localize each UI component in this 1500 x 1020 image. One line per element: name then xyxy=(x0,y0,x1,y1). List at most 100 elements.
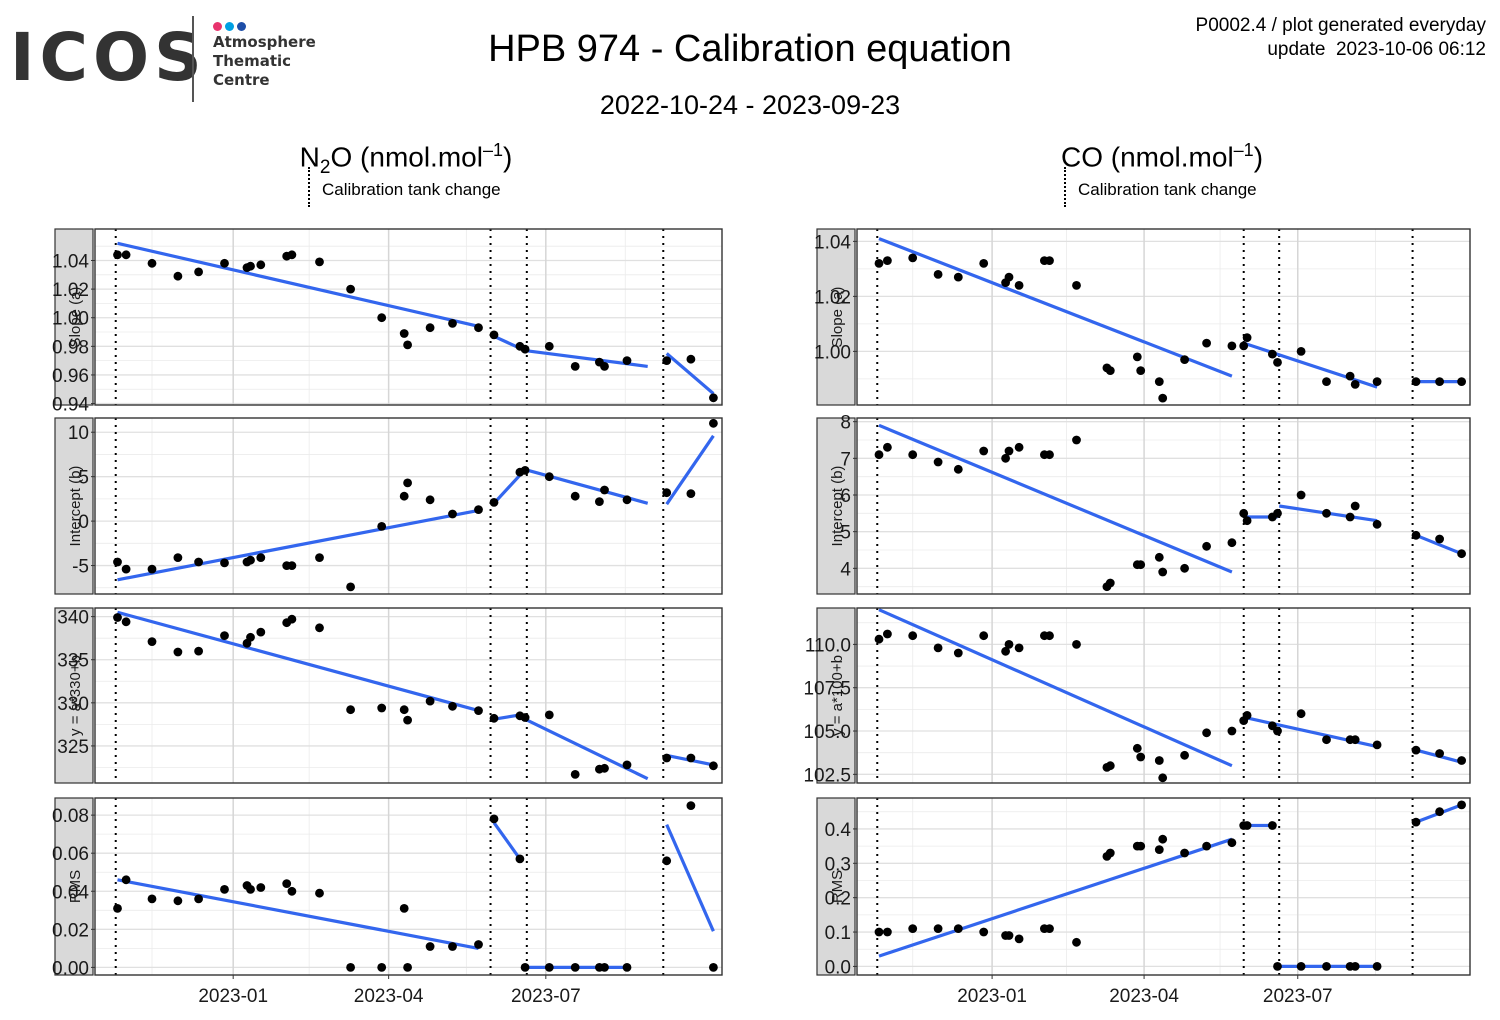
data-point xyxy=(173,896,183,906)
data-point xyxy=(874,927,884,937)
facet-strip xyxy=(54,417,94,595)
data-point xyxy=(425,495,435,505)
data-point xyxy=(1014,934,1024,944)
logo-dot-blue xyxy=(237,22,246,31)
data-point xyxy=(194,894,204,904)
data-point xyxy=(1105,366,1115,375)
data-point xyxy=(544,710,554,720)
regression-fit-line xyxy=(665,434,715,506)
data-point xyxy=(1136,752,1146,762)
data-point xyxy=(1350,380,1360,389)
data-point xyxy=(1457,377,1466,386)
plot-background xyxy=(857,418,1470,594)
species-name-rest: O xyxy=(330,141,353,173)
y-tick-label: 0.4 xyxy=(825,820,852,841)
data-point xyxy=(1045,631,1054,641)
data-point xyxy=(1273,726,1282,736)
data-point xyxy=(883,256,892,265)
regression-fit-line xyxy=(665,352,715,395)
y-tick-label: 10 xyxy=(68,423,89,444)
data-point xyxy=(256,553,266,562)
regression-fit-line xyxy=(878,608,1233,768)
panel-border xyxy=(856,228,1471,406)
y-tick-label: 110.0 xyxy=(805,635,851,656)
data-point xyxy=(1435,807,1444,817)
data-point xyxy=(1136,560,1146,570)
data-point xyxy=(287,614,297,624)
data-point xyxy=(979,259,989,268)
data-point xyxy=(346,284,355,294)
facet-strip xyxy=(816,607,856,784)
data-point xyxy=(953,272,963,282)
data-point xyxy=(544,963,554,972)
data-point xyxy=(874,259,884,268)
regression-fit-line xyxy=(665,823,715,932)
data-point xyxy=(147,637,157,646)
data-point xyxy=(908,631,918,641)
data-point xyxy=(686,354,696,364)
regression-fit-line xyxy=(117,610,479,713)
data-point xyxy=(1132,743,1142,753)
data-point xyxy=(377,703,387,713)
data-point xyxy=(662,753,672,763)
data-point xyxy=(1158,834,1168,844)
x-tick-label: 2023-04 xyxy=(1109,986,1179,1007)
data-point xyxy=(448,319,457,328)
data-point xyxy=(1136,841,1146,851)
y-tick-label: 107.5 xyxy=(803,679,851,700)
data-point xyxy=(220,885,229,894)
legend-dotted-line-symbol xyxy=(308,167,310,207)
data-point xyxy=(315,553,324,562)
data-point xyxy=(425,323,435,333)
facet-strip-label: RMS xyxy=(829,870,846,903)
y-tick-label: 340 xyxy=(57,608,89,629)
data-point xyxy=(448,509,457,519)
y-tick-label: 0.04 xyxy=(52,882,89,903)
data-point xyxy=(1322,962,1331,971)
data-point xyxy=(1457,549,1466,559)
data-point xyxy=(256,627,266,637)
data-point xyxy=(979,927,989,937)
y-tick-label: 6 xyxy=(840,486,851,507)
data-point xyxy=(570,491,580,501)
y-tick-label: 330 xyxy=(57,694,89,715)
data-point xyxy=(474,706,483,715)
facet-strip xyxy=(54,607,94,784)
panel-border xyxy=(856,417,1471,595)
data-point xyxy=(1202,728,1211,738)
data-point xyxy=(953,464,963,474)
panel-border xyxy=(94,797,723,976)
logo-dot-pink xyxy=(213,22,222,31)
y-tick-label: 105.0 xyxy=(803,722,851,743)
data-point xyxy=(622,963,632,972)
data-point xyxy=(1296,490,1306,500)
regression-fit-line xyxy=(878,837,1233,958)
data-point xyxy=(246,632,255,642)
x-tick-label: 2023-07 xyxy=(511,986,581,1007)
data-point xyxy=(1350,501,1360,511)
data-point xyxy=(113,557,122,567)
data-point xyxy=(933,457,943,467)
data-point xyxy=(315,888,324,898)
data-point xyxy=(686,801,696,810)
data-point xyxy=(1045,924,1054,933)
data-point xyxy=(346,705,355,715)
regression-fit-line xyxy=(878,237,1233,378)
y-tick-label: 5 xyxy=(840,523,851,544)
data-point xyxy=(315,257,324,267)
data-point xyxy=(883,927,892,937)
data-point xyxy=(113,250,122,260)
data-point xyxy=(448,701,457,711)
data-point xyxy=(1180,563,1189,573)
data-point xyxy=(1435,377,1444,386)
species-subscript: 2 xyxy=(319,156,331,178)
data-point xyxy=(1154,552,1164,562)
data-point xyxy=(1372,519,1382,529)
data-point xyxy=(113,904,122,913)
data-point xyxy=(1014,281,1024,290)
y-tick-label: 1.04 xyxy=(814,232,851,253)
data-point xyxy=(520,344,530,354)
data-point xyxy=(544,341,554,351)
regression-fit-line xyxy=(117,241,479,328)
data-point xyxy=(1158,567,1168,577)
